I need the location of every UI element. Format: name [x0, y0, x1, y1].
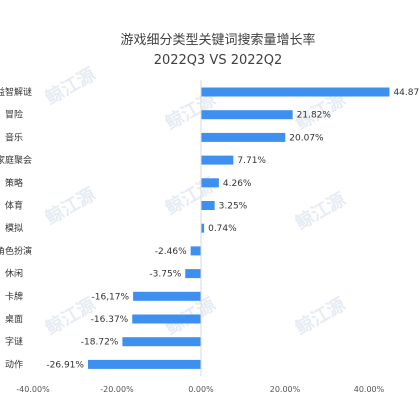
bar-5 [201, 178, 219, 188]
data-label: 20.07% [289, 133, 324, 143]
bar-2 [201, 110, 293, 120]
bar-13 [87, 359, 201, 369]
chart-title-line2: 2022Q3 VS 2022Q2 [154, 53, 283, 68]
category-label: 模拟 [5, 222, 23, 234]
data-label: -18.72% [81, 338, 119, 348]
data-label: 21.82% [297, 111, 332, 121]
chart-title-line1: 游戏细分类型关键词搜索量增长率 [120, 32, 315, 48]
category-label: 桌面 [5, 313, 23, 325]
x-tick-label: 0.00% [188, 385, 214, 394]
bar-10 [133, 291, 201, 301]
category-label: 冒险 [5, 109, 23, 121]
data-label: -16,17% [92, 292, 130, 302]
bar-12 [122, 337, 201, 347]
watermark-logo: 鲸江源 [42, 183, 100, 229]
data-label: 0.74% [208, 224, 237, 234]
bar-9 [185, 269, 201, 279]
category-label: 益智解谜 [0, 86, 32, 98]
bar-8 [190, 246, 201, 256]
data-label: -2.46% [155, 247, 187, 257]
data-label: -3.75% [149, 270, 181, 280]
x-tick-label: 40.00% [354, 385, 385, 394]
data-label: 4.26% [223, 179, 252, 189]
category-label: 体育 [5, 200, 23, 212]
x-axis: -40.00% -20.00% 0.00% 20.00% 40.00% [16, 385, 384, 394]
data-label: -26.91% [46, 360, 84, 370]
bar-4 [201, 155, 234, 165]
category-label: 字谜 [5, 336, 23, 348]
watermark-logo: 鲸江源 [292, 293, 350, 339]
data-label: 44.87% [393, 88, 419, 98]
bar-6 [201, 201, 215, 210]
category-label: 角色扮演 [0, 245, 32, 257]
category-label: 策略 [5, 177, 23, 189]
category-label: 动作 [5, 358, 23, 370]
bar-1 [201, 87, 390, 97]
bar-11 [132, 314, 201, 324]
category-label: 家庭聚会 [0, 154, 32, 166]
x-tick-label: -40.00% [16, 385, 50, 394]
bar-7 [201, 223, 205, 233]
bar-3 [201, 132, 286, 142]
x-tick-label: -20.00% [100, 385, 134, 394]
category-label: 音乐 [5, 131, 23, 143]
data-label: 7.71% [237, 156, 266, 166]
x-tick-label: 20.00% [270, 385, 301, 394]
watermark-logo: 鲸江源 [292, 188, 350, 234]
data-label: 3.25% [219, 202, 248, 212]
watermark-logo: 鲸江源 [42, 63, 100, 109]
bars-layer: 益智解谜 44.87% 冒险 21.82% 音乐 20.07% 家庭聚会 7.71% 策略 4.2… [0, 80, 419, 376]
data-label: -16.37% [91, 315, 129, 325]
category-label: 休闲 [5, 268, 23, 280]
category-label: 卡牌 [5, 290, 23, 302]
